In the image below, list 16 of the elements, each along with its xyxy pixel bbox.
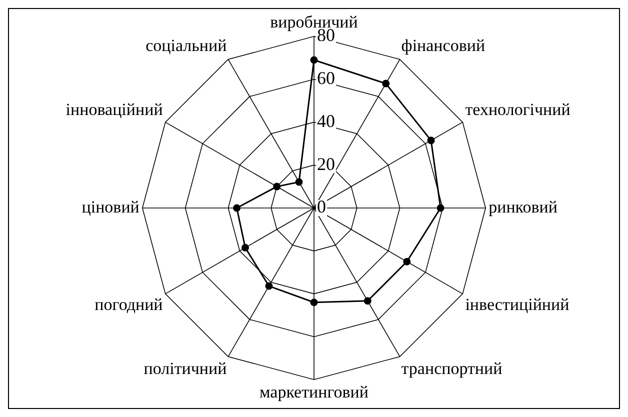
spoke-label: транспортний xyxy=(401,358,502,378)
y-tick-label: 0 xyxy=(317,196,326,217)
y-tick-label: 40 xyxy=(317,110,335,131)
y-tick-label: 20 xyxy=(317,154,335,174)
spoke-label: маркетинговий xyxy=(260,382,368,402)
spoke-label: погодний xyxy=(94,294,163,314)
spoke-label: фінансовий xyxy=(401,36,486,56)
spoke-label: ціновий xyxy=(82,197,140,216)
spoke-label: технологічний xyxy=(465,100,570,119)
y-tick-label: 60 xyxy=(317,68,335,88)
spoke-label: ринковий xyxy=(488,197,558,216)
spoke-label: інвестиційний xyxy=(465,294,570,314)
spoke-label: соціальний xyxy=(146,36,227,56)
spoke-label: виробничий xyxy=(270,12,358,32)
spoke-label: політичний xyxy=(144,358,227,378)
spoke-label: інноваційний xyxy=(66,100,163,119)
